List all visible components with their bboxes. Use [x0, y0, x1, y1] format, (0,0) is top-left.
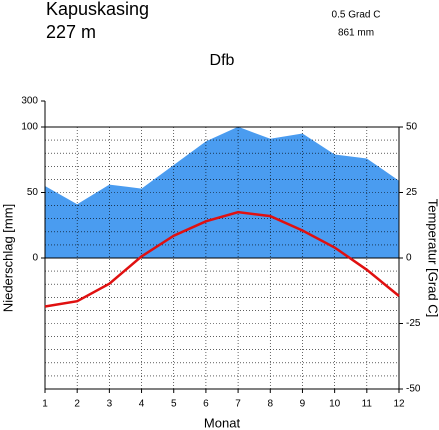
y-tick-label: 300	[21, 96, 38, 107]
y2-axis-label: Temperatur [Grad C]	[426, 199, 439, 318]
x-tick-label: 9	[300, 399, 306, 410]
mean-temperature: 0.5 Grad C	[332, 10, 381, 21]
y2-tick-label: -25	[406, 318, 421, 329]
x-tick-label: 4	[139, 399, 145, 410]
elevation: 227 m	[46, 22, 96, 42]
y2-tick-label: 25	[406, 187, 418, 198]
x-tick-label: 3	[107, 399, 113, 410]
y-axis-label: Niederschlag [mm]	[0, 204, 15, 312]
x-tick-label: 7	[235, 399, 241, 410]
y2-tick-label: 50	[406, 122, 418, 133]
y-tick-label: 0	[32, 253, 38, 264]
x-tick-label: 10	[329, 399, 341, 410]
y-tick-label: 50	[27, 187, 39, 198]
x-tick-label: 1	[42, 399, 48, 410]
temperature-line	[44, 210, 400, 308]
y2-tick-label: 0	[406, 253, 412, 264]
x-tick-label: 11	[362, 399, 373, 410]
x-axis-label: Monat	[204, 415, 241, 430]
x-tick-label: 5	[171, 399, 177, 410]
station: Kapuskasing	[46, 0, 149, 19]
x-tick-label: 12	[393, 399, 405, 410]
x-tick-label: 8	[267, 399, 273, 410]
x-tick-label: 6	[203, 399, 209, 410]
y-tick-label: 100	[21, 122, 38, 133]
y2-tick-label: -50	[406, 384, 421, 395]
x-tick-label: 2	[74, 399, 80, 410]
chart-title: Dfb	[210, 52, 235, 69]
annual-precipitation: 861 mm	[338, 28, 374, 39]
